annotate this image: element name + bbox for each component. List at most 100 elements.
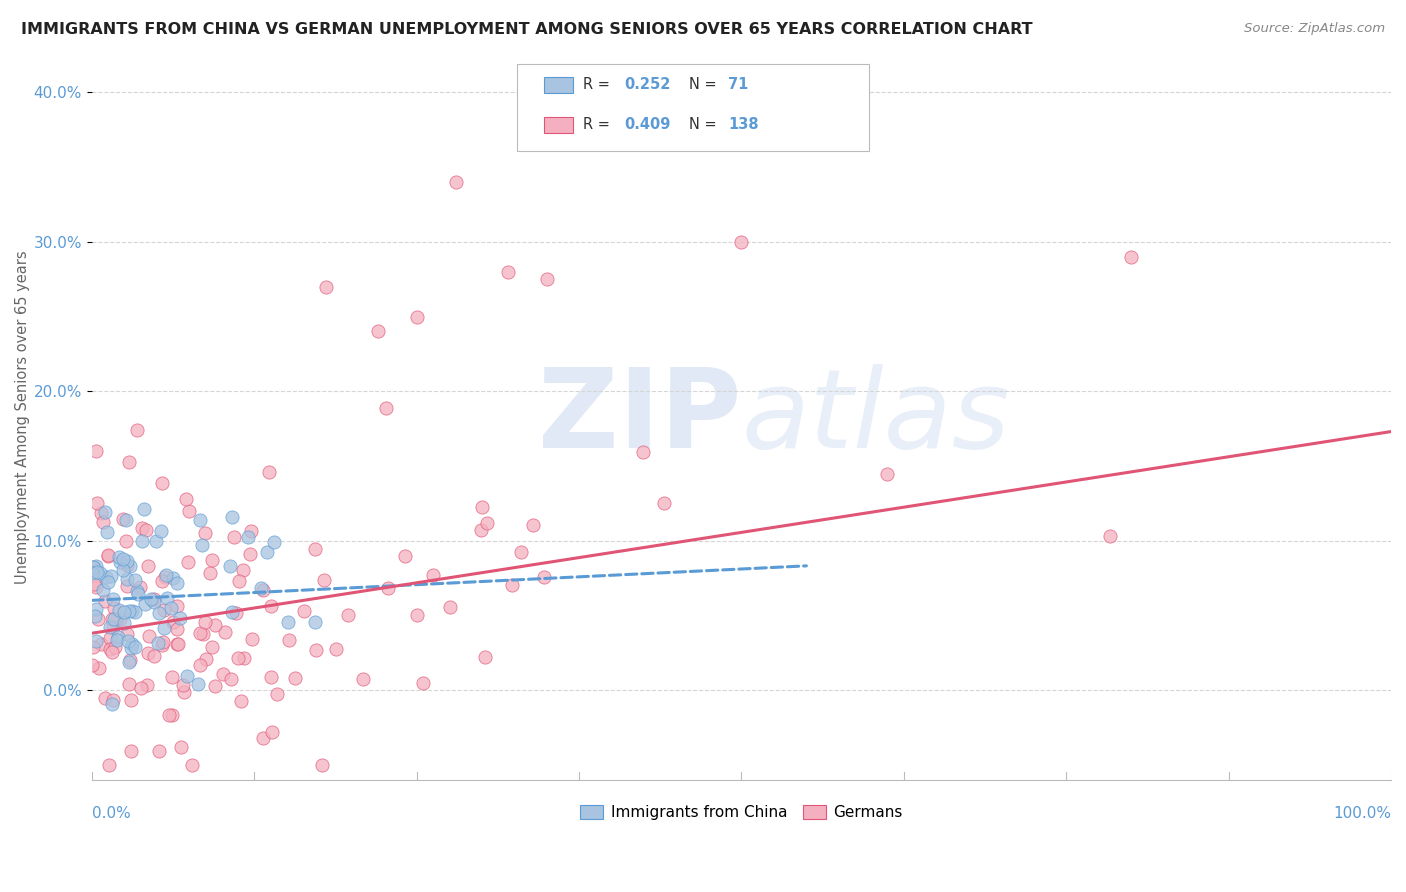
Point [730, 235, 752, 249]
Point [131, 533, 153, 548]
Point [214, 625, 236, 640]
Point [89, 566, 111, 581]
Point [377, 582, 399, 596]
Point [162, 571, 184, 585]
Point [229, 693, 252, 707]
Point [439, 600, 461, 615]
Point [153, 603, 176, 617]
Point [93, 516, 115, 530]
Point [188, 625, 211, 640]
Point [173, 684, 195, 698]
Point [90, 506, 112, 520]
Point [221, 510, 243, 524]
Point [118, 559, 141, 574]
Point [124, 640, 146, 654]
Point [131, 521, 153, 535]
Point [136, 678, 159, 692]
Point [84, 444, 107, 458]
Text: IMMIGRANTS FROM CHINA VS GERMAN UNEMPLOYMENT AMONG SENIORS OVER 65 YEARS CORRELA: IMMIGRANTS FROM CHINA VS GERMAN UNEMPLOY… [21, 22, 1033, 37]
Point [107, 630, 129, 644]
Point [162, 708, 184, 723]
Point [174, 491, 197, 506]
Point [654, 496, 676, 510]
Point [225, 606, 247, 620]
Point [115, 554, 138, 568]
Point [115, 558, 138, 573]
Point [633, 444, 655, 458]
Point [120, 693, 142, 707]
Point [283, 671, 305, 685]
Point [98, 757, 121, 772]
Point [166, 576, 188, 591]
Point [82, 560, 104, 574]
Text: 100.0%: 100.0% [1333, 806, 1391, 822]
Point [129, 681, 152, 695]
Point [124, 605, 146, 619]
Point [191, 538, 214, 552]
Point [100, 697, 122, 711]
Point [212, 666, 235, 681]
Point [157, 708, 180, 723]
Point [156, 591, 179, 605]
Point [169, 611, 191, 625]
Point [876, 467, 898, 482]
Text: 138: 138 [728, 117, 759, 132]
Point [152, 639, 174, 653]
Point [153, 570, 176, 584]
Point [232, 651, 254, 665]
Point [240, 632, 263, 646]
Point [101, 612, 124, 626]
Point [304, 542, 326, 557]
Point [118, 677, 141, 691]
Point [94, 505, 117, 519]
Point [118, 604, 141, 618]
Point [510, 545, 533, 559]
Point [470, 523, 492, 537]
Point [1121, 250, 1143, 264]
Point [86, 565, 108, 579]
Point [148, 636, 170, 650]
Point [314, 574, 336, 588]
Point [204, 618, 226, 632]
Point [100, 568, 122, 582]
Point [278, 632, 301, 647]
Point [86, 581, 108, 595]
Point [136, 558, 159, 573]
Point [108, 550, 131, 565]
Point [80, 566, 103, 580]
Point [201, 640, 224, 654]
Text: 0.0%: 0.0% [91, 806, 131, 822]
Point [367, 325, 389, 339]
Point [143, 591, 166, 606]
Point [104, 613, 127, 627]
Point [219, 672, 242, 686]
Point [112, 551, 135, 566]
Point [375, 401, 398, 415]
Point [98, 620, 121, 634]
Point [115, 627, 138, 641]
Point [412, 676, 434, 690]
Point [135, 523, 157, 537]
Point [394, 549, 416, 564]
Point [103, 612, 125, 626]
Point [115, 579, 138, 593]
Point [118, 653, 141, 667]
Point [194, 615, 217, 630]
Point [120, 744, 142, 758]
Point [277, 615, 299, 629]
Point [138, 647, 160, 661]
Point [127, 587, 149, 601]
Point [405, 608, 427, 623]
FancyBboxPatch shape [516, 64, 869, 152]
Point [166, 622, 188, 636]
Point [108, 603, 131, 617]
Point [260, 725, 283, 739]
Point [148, 744, 170, 758]
Point [120, 640, 142, 655]
Point [188, 658, 211, 673]
Point [160, 601, 183, 615]
Point [191, 627, 214, 641]
Point [84, 633, 107, 648]
Point [194, 525, 217, 540]
Point [89, 661, 111, 675]
